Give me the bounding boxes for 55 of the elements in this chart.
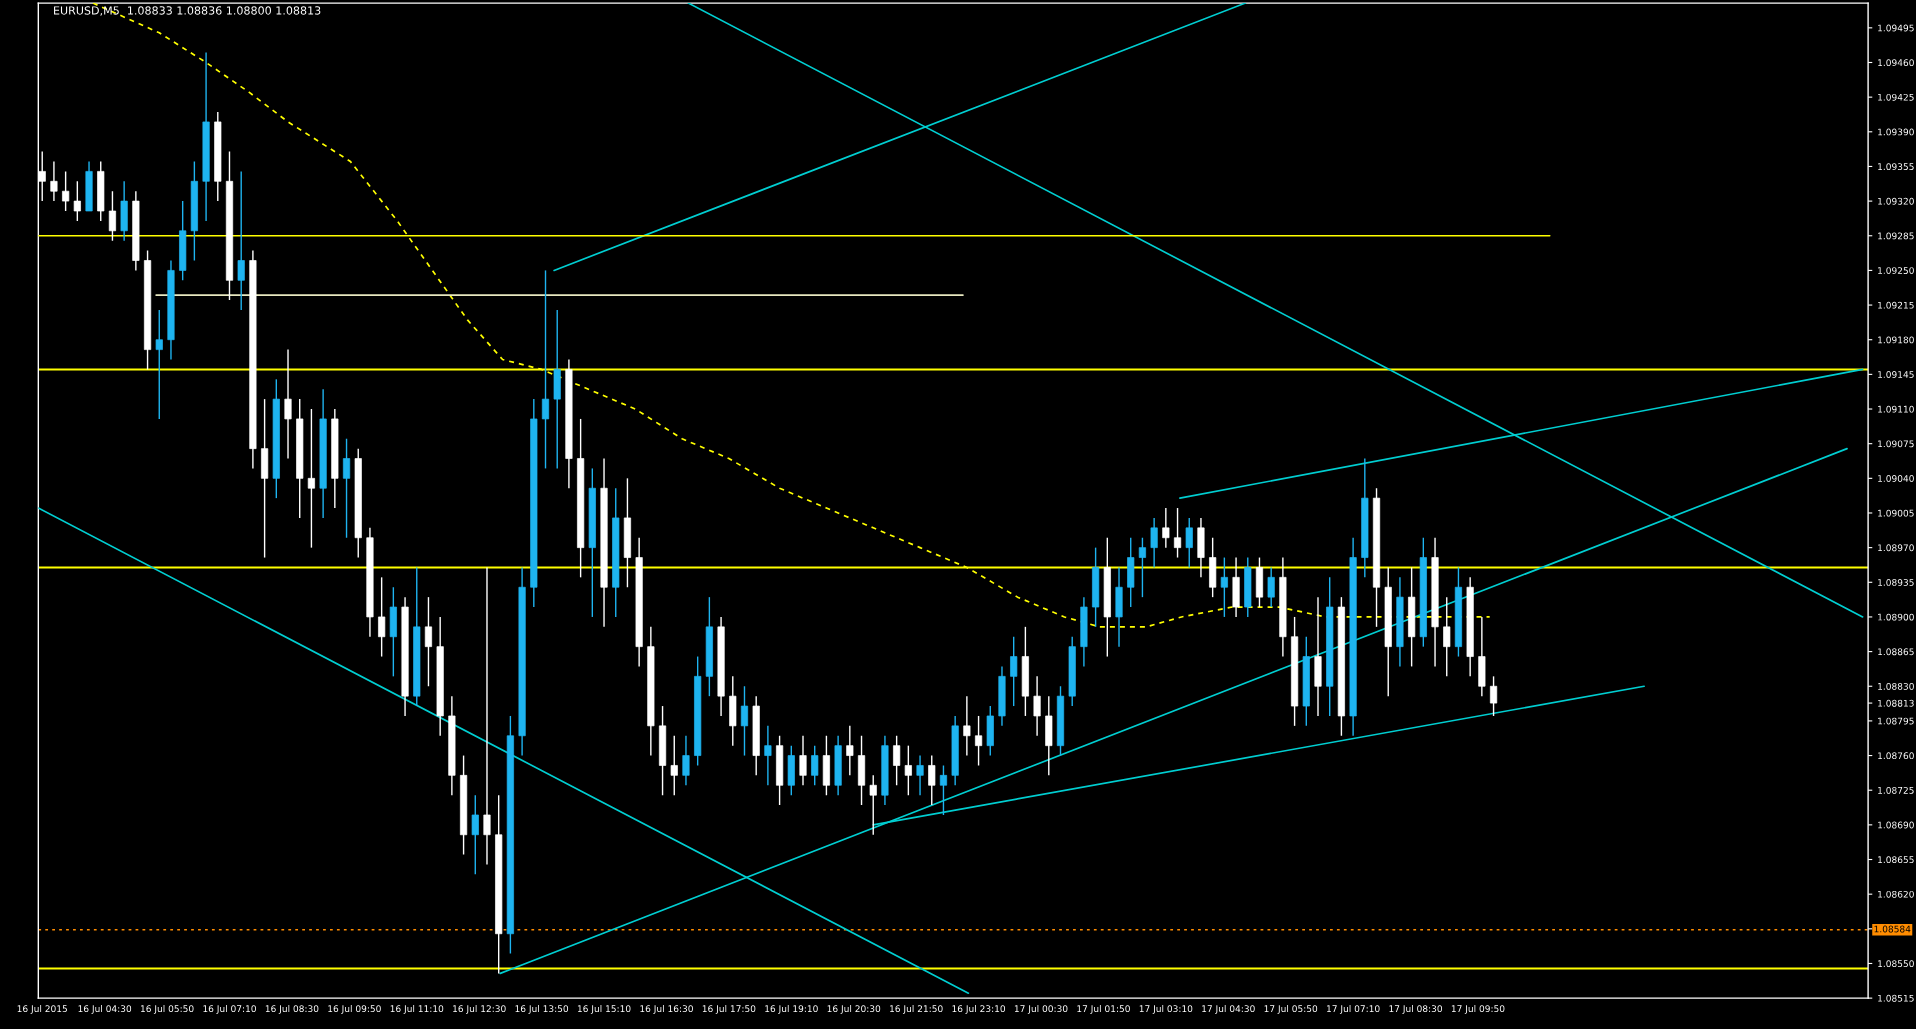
y-tick-label: 1.08795 [1878,717,1914,725]
y-tick-label: 1.09180 [1878,336,1914,344]
x-tick-label: 16 Jul 09:50 [328,1005,381,1014]
y-tick-label: 1.08760 [1878,752,1914,760]
x-tick-label: 16 Jul 08:30 [265,1005,319,1014]
y-tick-label: 1.09040 [1878,475,1914,482]
ref-line-label: 1.08584 [1874,925,1911,933]
x-tick-label: 17 Jul 00:30 [1014,1005,1068,1014]
x-tick-label: 16 Jul 11:10 [390,1005,444,1014]
y-tick-label: 1.09075 [1878,440,1914,448]
y-tick-label: 1.09145 [1878,371,1914,378]
x-tick-label: 17 Jul 05:50 [1264,1005,1318,1014]
y-tick-label: 1.08813 [1878,699,1914,707]
x-tick-label: 16 Jul 21:50 [890,1005,943,1014]
y-tick-label: 1.08935 [1878,579,1914,586]
y-tick-label: 1.08865 [1878,648,1914,656]
x-tick-label: 16 Jul 17:50 [702,1005,756,1014]
y-tick-label: 1.08620 [1878,890,1914,898]
y-tick-label: 1.08970 [1878,544,1914,552]
x-tick-label: 16 Jul 07:10 [203,1005,256,1014]
y-tick-label: 1.09250 [1878,267,1914,274]
y-tick-label: 1.09285 [1878,232,1914,240]
y-tick-label: 1.09355 [1878,163,1914,171]
y-tick-label: 1.09110 [1878,405,1914,413]
y-tick-label: 1.08550 [1878,960,1914,968]
y-tick-label: 1.09460 [1878,59,1914,67]
x-tick-label: 16 Jul 2015 [17,1005,67,1014]
y-tick-label: 1.09005 [1878,509,1914,517]
x-tick-label: 17 Jul 07:10 [1327,1005,1380,1014]
y-tick-label: 1.08900 [1878,613,1914,621]
x-tick-label: 16 Jul 23:10 [952,1005,1006,1014]
y-tick-label: 1.08515 [1878,994,1914,1002]
y-tick-label: 1.09390 [1878,128,1914,136]
x-tick-label: 16 Jul 05:50 [140,1005,194,1014]
x-tick-label: 16 Jul 20:30 [827,1005,881,1014]
y-tick-label: 1.09425 [1878,93,1914,101]
y-tick-label: 1.08690 [1878,821,1914,829]
x-tick-label: 17 Jul 08:30 [1389,1005,1442,1014]
x-tick-label: 16 Jul 04:30 [78,1005,132,1014]
y-tick-label: 1.09495 [1878,24,1914,32]
y-tick-label: 1.09320 [1878,197,1914,205]
y-tick-label: 1.08725 [1878,786,1914,794]
x-tick-label: 17 Jul 01:50 [1077,1005,1130,1014]
x-tick-label: 17 Jul 09:50 [1451,1005,1505,1014]
x-tick-label: 17 Jul 04:30 [1202,1005,1255,1014]
x-tick-label: 16 Jul 19:10 [765,1005,818,1014]
x-tick-label: 16 Jul 13:50 [515,1005,569,1014]
y-tick-label: 1.08830 [1878,682,1914,690]
y-tick-label: 1.09215 [1878,301,1914,309]
x-tick-label: 17 Jul 03:10 [1139,1005,1193,1014]
x-tick-label: 16 Jul 16:30 [640,1005,693,1014]
x-tick-label: 16 Jul 12:30 [453,1005,506,1014]
chart-title: EURUSD,M5 1.08833 1.08836 1.08800 1.08813 [54,6,321,16]
x-tick-label: 16 Jul 15:10 [577,1005,631,1014]
y-tick-label: 1.08655 [1878,856,1914,864]
